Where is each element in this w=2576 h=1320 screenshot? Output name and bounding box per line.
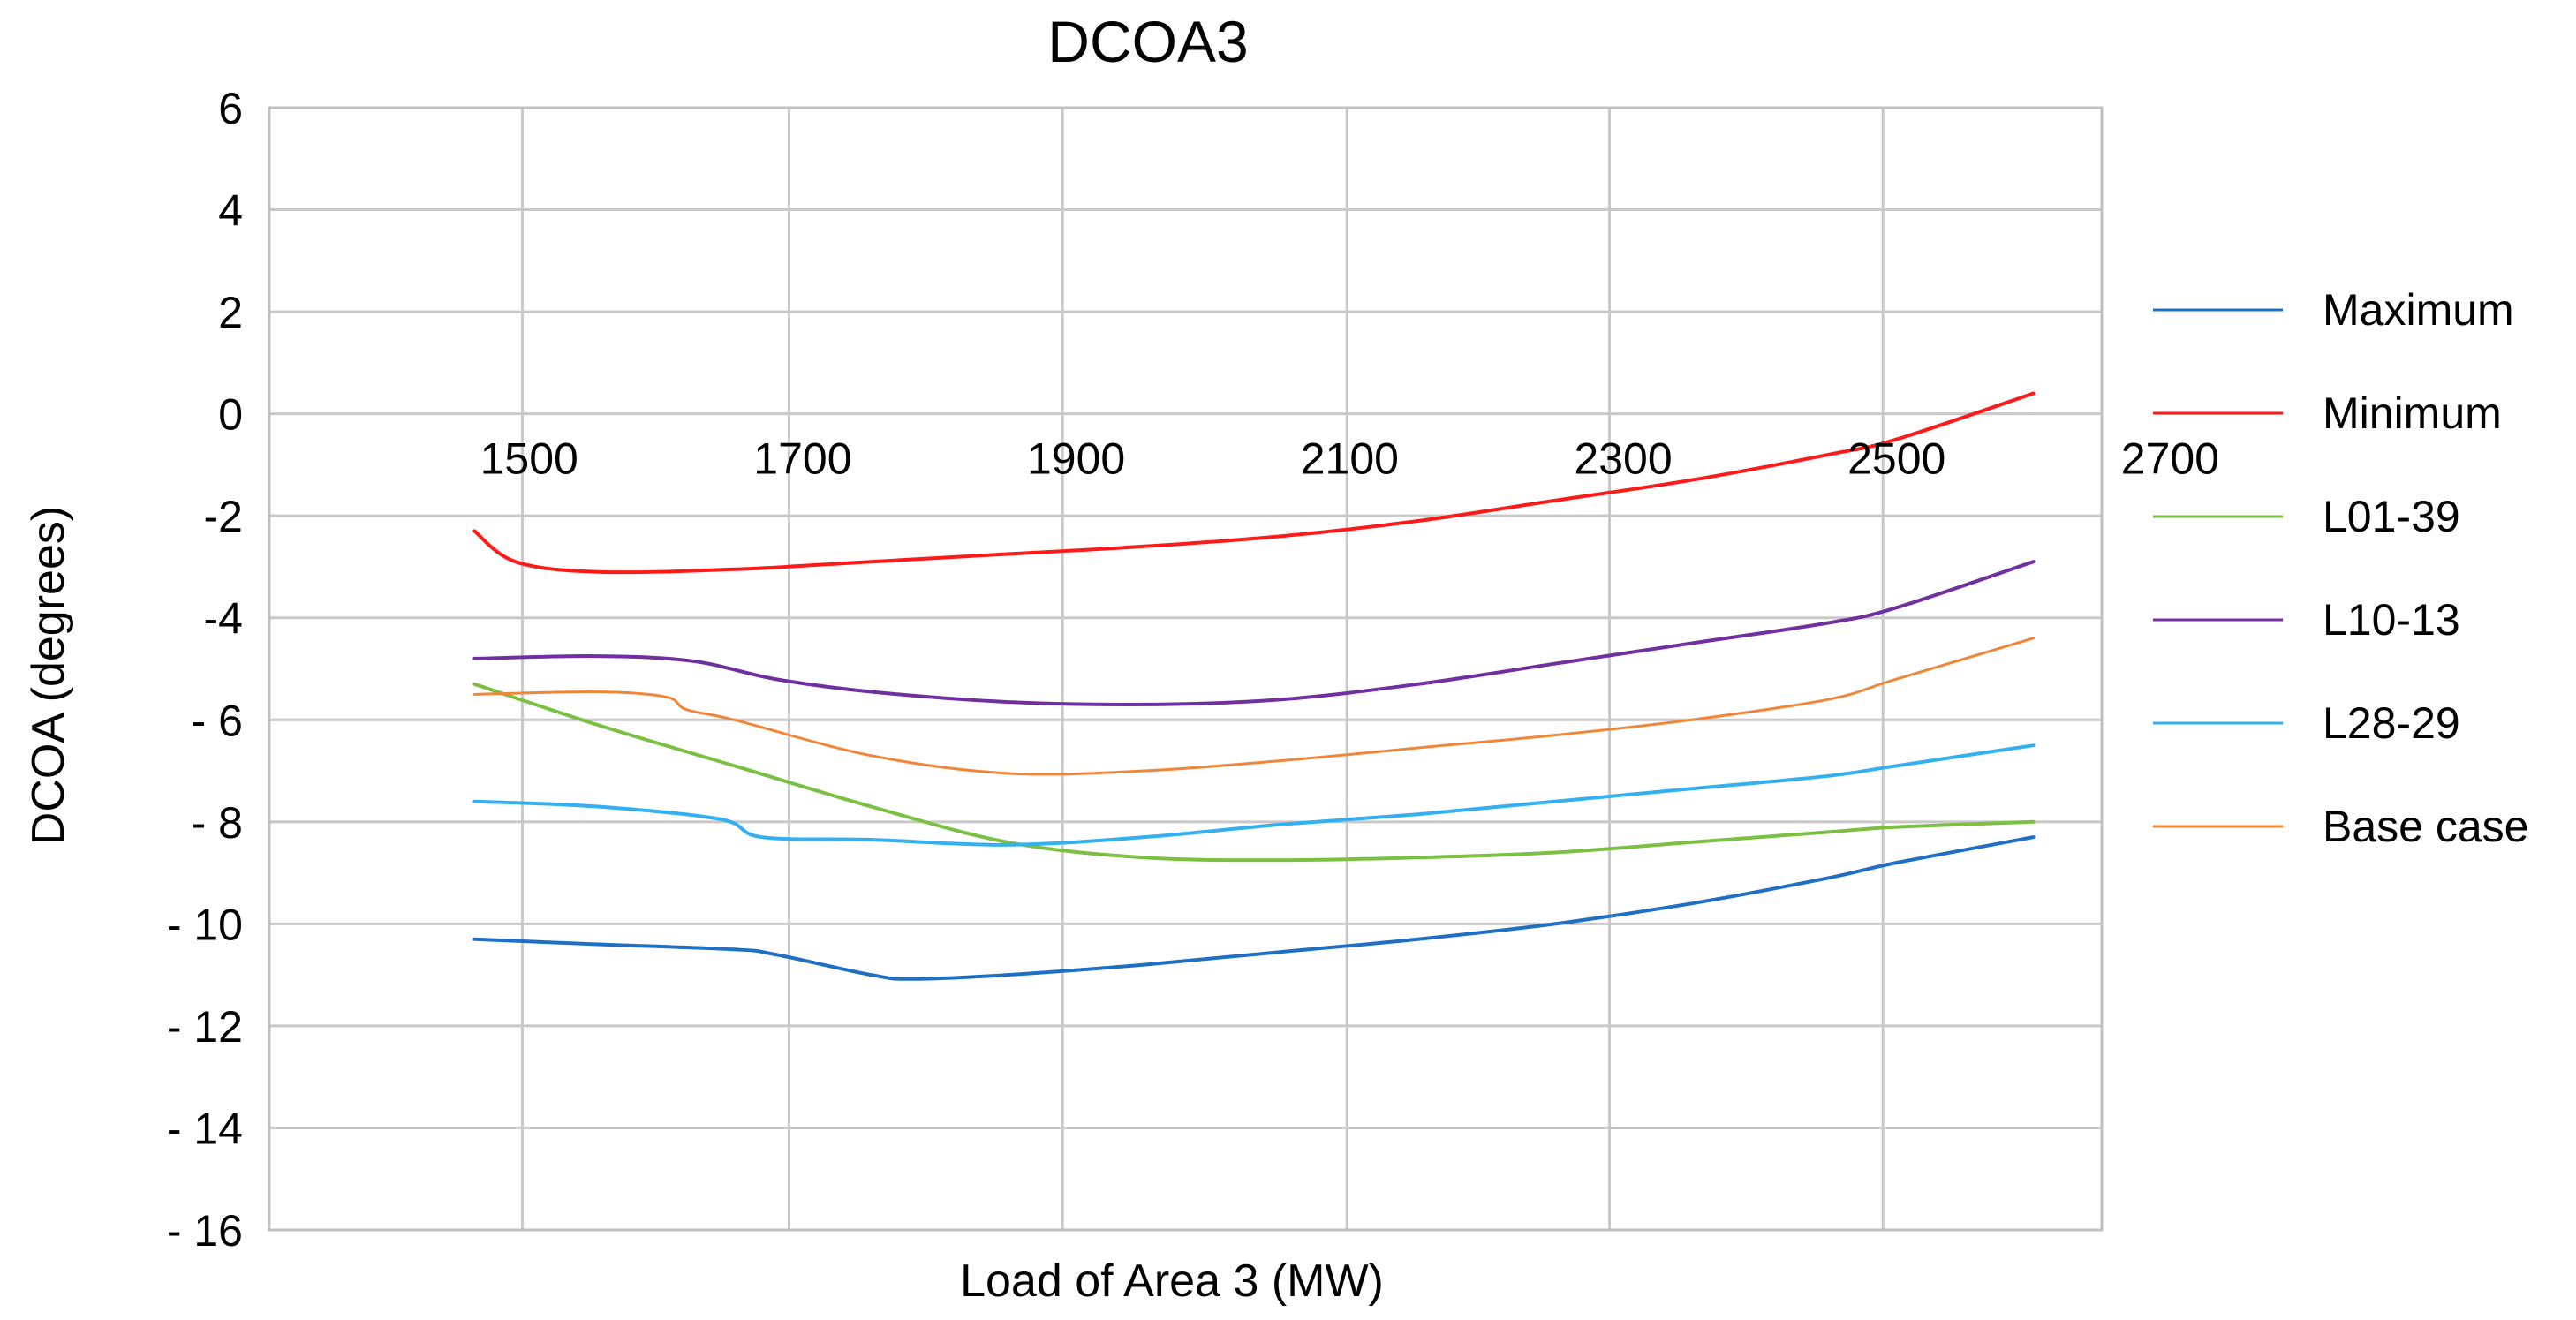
x-tick-label: 1700: [753, 434, 851, 484]
y-tick-label: - 6: [192, 696, 243, 745]
y-tick-label: 2: [218, 288, 243, 337]
series-line-l01-39: [472, 682, 2036, 863]
y-tick-label: 4: [218, 186, 243, 236]
y-tick-label: -2: [204, 492, 243, 541]
series-line-l10-13: [472, 560, 2036, 707]
x-tick-label: 2100: [1301, 434, 1399, 484]
legend: Maximum Minimum L01-39 L10-13 L28-29 Base cas…: [2153, 285, 2528, 851]
series-line-maximum: [472, 835, 2036, 981]
series-line-l28-29: [472, 743, 2036, 847]
x-tick-label: 1500: [480, 434, 578, 484]
grid-layer: [268, 106, 2104, 1232]
x-tick-label: 2500: [1847, 434, 1945, 484]
y-tick-label: - 10: [167, 900, 243, 949]
legend-label-l01-39: L01-39: [2323, 492, 2460, 541]
series-layer: [472, 391, 2036, 981]
x-tick-label: 2300: [1574, 434, 1672, 484]
y-tick-label: 6: [218, 84, 243, 133]
y-axis-label: DCOA (degrees): [23, 506, 74, 845]
legend-label-base-case: Base case: [2323, 802, 2528, 851]
y-tick-label: - 12: [167, 1002, 243, 1052]
y-tick-label: -4: [204, 594, 243, 644]
series-line-minimum: [472, 391, 2036, 575]
y-tick-label: - 16: [167, 1206, 243, 1256]
legend-label-minimum: Minimum: [2323, 388, 2502, 438]
legend-label-maximum: Maximum: [2323, 285, 2514, 335]
y-tick-label: 0: [218, 390, 243, 440]
y-tick-label: - 8: [192, 798, 243, 848]
legend-label-l10-13: L10-13: [2323, 595, 2460, 645]
axis-layer: 6 4 2 0 -2 -4 - 6 - 8 - 10 - 12 - 14 - 16 1500 1700 19…: [167, 84, 2219, 1256]
y-tick-label: - 14: [167, 1104, 243, 1153]
x-tick-label: 1900: [1027, 434, 1125, 484]
chart-title: DCOA3: [1047, 9, 1248, 74]
series-line-base-case: [472, 637, 2036, 776]
x-axis-label: Load of Area 3 (MW): [960, 1256, 1384, 1307]
plot-area-border: [268, 106, 2104, 1232]
legend-label-l28-29: L28-29: [2323, 698, 2460, 748]
x-tick-label: 2700: [2121, 434, 2219, 484]
